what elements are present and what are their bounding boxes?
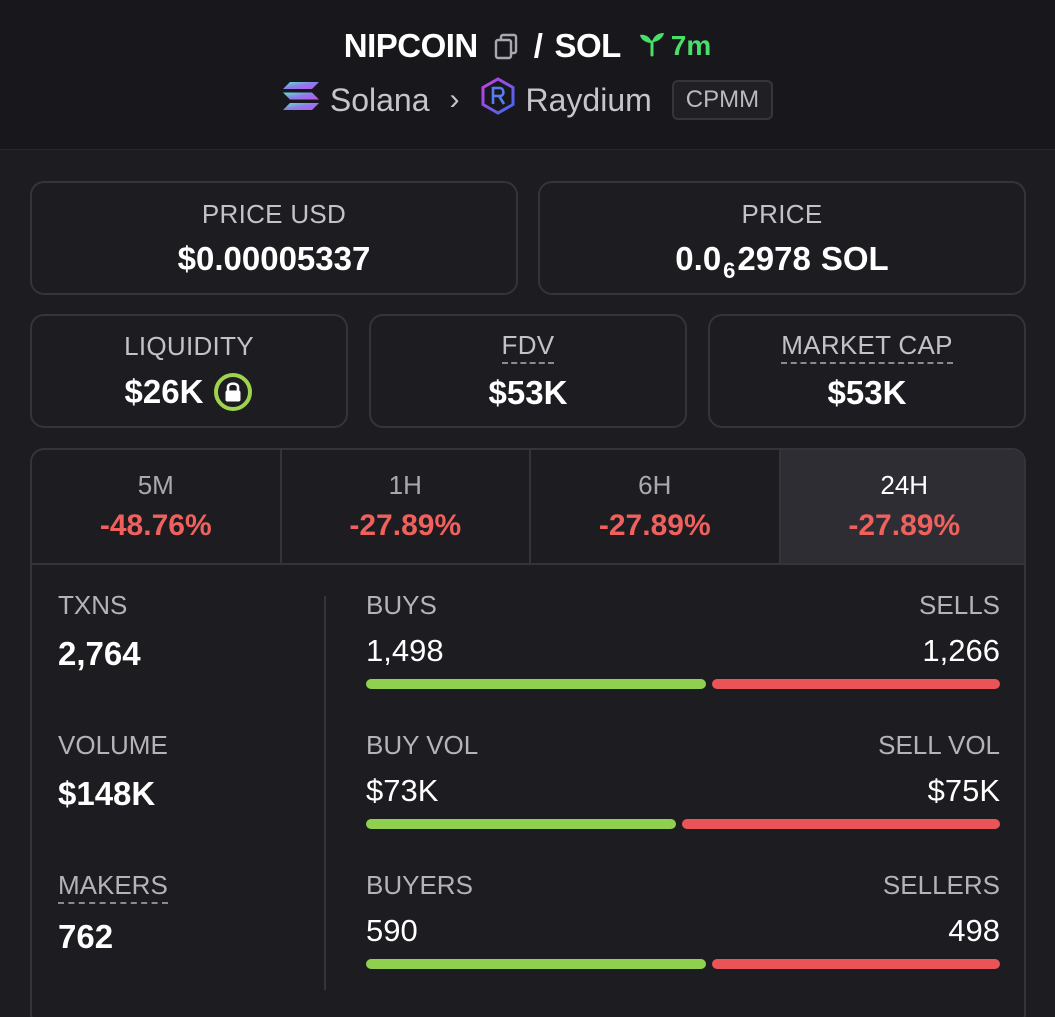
- liquidity-value: $26K: [124, 372, 204, 410]
- lock-icon[interactable]: [213, 372, 253, 412]
- price-change: -27.89%: [598, 509, 711, 542]
- ratio-bar: [366, 819, 1000, 829]
- tab-label: 5M: [137, 470, 174, 500]
- breadcrumb: Solana › Raydium CPMM: [0, 76, 1055, 124]
- volume-stat: VOLUME $148K: [58, 730, 328, 870]
- price-native-unit: SOL: [820, 239, 889, 277]
- price-native-card: PRICE 0.0 6 2978 SOL: [538, 181, 1026, 295]
- stats-divider: [324, 596, 326, 990]
- solana-logo-icon: [282, 80, 320, 120]
- buy-vol-value: $73K: [366, 773, 439, 808]
- price-native-value: 0.0 6 2978 SOL: [675, 239, 889, 283]
- sellers-label: SELLERS: [882, 870, 1000, 900]
- tab-label: 1H: [388, 470, 422, 500]
- sell-ratio-bar: [681, 819, 1000, 829]
- pair-header: NIPCOIN / SOL 7m: [0, 0, 1055, 150]
- buy-ratio-bar: [366, 679, 707, 689]
- dex-link[interactable]: Raydium: [480, 77, 652, 123]
- volume-value: $148K: [58, 775, 156, 812]
- txns-label: TXNS: [58, 590, 128, 620]
- buys-label: BUYS: [366, 590, 437, 620]
- tab-label: 6H: [638, 470, 672, 500]
- raydium-logo-icon: [480, 77, 516, 123]
- txns-stat: TXNS 2,764: [58, 590, 328, 730]
- price-usd-label: PRICE USD: [201, 198, 347, 229]
- timeframe-tabs: 5M -48.76% 1H -27.89% 6H -27.89% 24H -27…: [32, 450, 1024, 565]
- stats-panel: 5M -48.76% 1H -27.89% 6H -27.89% 24H -27…: [30, 448, 1026, 1017]
- price-change: -27.89%: [848, 509, 961, 542]
- makers-value: 762: [58, 918, 114, 955]
- tab-1h[interactable]: 1H -27.89%: [282, 450, 531, 563]
- buy-sell-breakdown: BUYS SELLS 1,498 1,266 BUY VOL SELL VOL …: [366, 590, 1000, 1010]
- volume-label: VOLUME: [58, 730, 168, 760]
- market-cap-value: $53K: [827, 374, 907, 411]
- traders-breakdown: BUYERS SELLERS 590 498: [366, 870, 1000, 1010]
- liquidity-card: LIQUIDITY $26K: [30, 314, 348, 428]
- market-cap-label[interactable]: MARKET CAP: [781, 330, 953, 364]
- price-native-label: PRICE: [741, 198, 823, 229]
- buy-ratio-bar: [366, 819, 676, 829]
- sells-label: SELLS: [919, 590, 1000, 620]
- price-change: -48.76%: [99, 509, 212, 542]
- volume-breakdown: BUY VOL SELL VOL $73K $75K: [366, 730, 1000, 870]
- buy-ratio-bar: [366, 959, 707, 969]
- ratio-bar: [366, 679, 1000, 689]
- price-native-digits: 2978: [737, 239, 811, 277]
- tab-24h[interactable]: 24H -27.89%: [780, 450, 1024, 563]
- price-change: -27.89%: [349, 509, 462, 542]
- base-token-symbol[interactable]: NIPCOIN: [343, 27, 479, 64]
- pair-title-row: NIPCOIN / SOL 7m: [0, 22, 1055, 70]
- sell-vol-value: $75K: [927, 773, 1000, 808]
- chain-link[interactable]: Solana: [282, 80, 430, 120]
- pair-separator: /: [533, 27, 543, 64]
- price-native-zero-count: 6: [723, 257, 736, 283]
- makers-stat: MAKERS 762: [58, 870, 328, 1010]
- chevron-right-icon: ›: [449, 83, 460, 116]
- sell-ratio-bar: [712, 959, 1000, 969]
- tab-5m[interactable]: 5M -48.76%: [32, 450, 282, 563]
- fdv-card: FDV $53K: [369, 314, 687, 428]
- buyers-label: BUYERS: [366, 870, 473, 900]
- sells-value: 1,266: [922, 633, 1000, 668]
- seedling-icon: [637, 28, 667, 65]
- pair-age: 7m: [637, 28, 711, 65]
- ratio-bar: [366, 959, 1000, 969]
- makers-label[interactable]: MAKERS: [58, 870, 168, 904]
- fdv-value: $53K: [488, 374, 568, 411]
- pair-age-text: 7m: [670, 30, 712, 61]
- price-usd-value: $0.00005337: [177, 239, 371, 277]
- price-native-prefix: 0.0: [675, 239, 722, 277]
- liquidity-value-row: $26K: [125, 372, 254, 412]
- fdv-label[interactable]: FDV: [501, 330, 555, 364]
- buy-vol-label: BUY VOL: [366, 730, 479, 760]
- market-cap-card: MARKET CAP $53K: [708, 314, 1026, 428]
- pool-type-badge: CPMM: [671, 80, 774, 120]
- tab-6h[interactable]: 6H -27.89%: [531, 450, 781, 563]
- summary-stats: TXNS 2,764 VOLUME $148K MAKERS 762: [58, 590, 328, 1010]
- txns-value: 2,764: [58, 635, 141, 672]
- txns-breakdown: BUYS SELLS 1,498 1,266: [366, 590, 1000, 730]
- sell-ratio-bar: [712, 679, 1000, 689]
- quote-token-symbol: SOL: [554, 27, 621, 64]
- sellers-value: 498: [948, 913, 1000, 948]
- buyers-value: 590: [366, 913, 418, 948]
- copy-icon[interactable]: [492, 32, 520, 60]
- liquidity-label: LIQUIDITY: [124, 330, 254, 361]
- tab-label: 24H: [880, 470, 929, 500]
- chain-name: Solana: [329, 81, 430, 118]
- buys-value: 1,498: [366, 633, 444, 668]
- sell-vol-label: SELL VOL: [878, 730, 1000, 760]
- dex-name: Raydium: [525, 81, 652, 118]
- price-usd-card: PRICE USD $0.00005337: [30, 181, 518, 295]
